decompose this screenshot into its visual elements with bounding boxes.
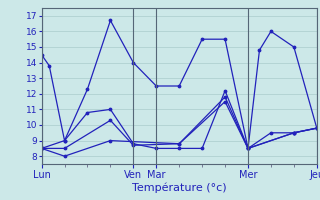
- X-axis label: Température (°c): Température (°c): [132, 182, 227, 193]
